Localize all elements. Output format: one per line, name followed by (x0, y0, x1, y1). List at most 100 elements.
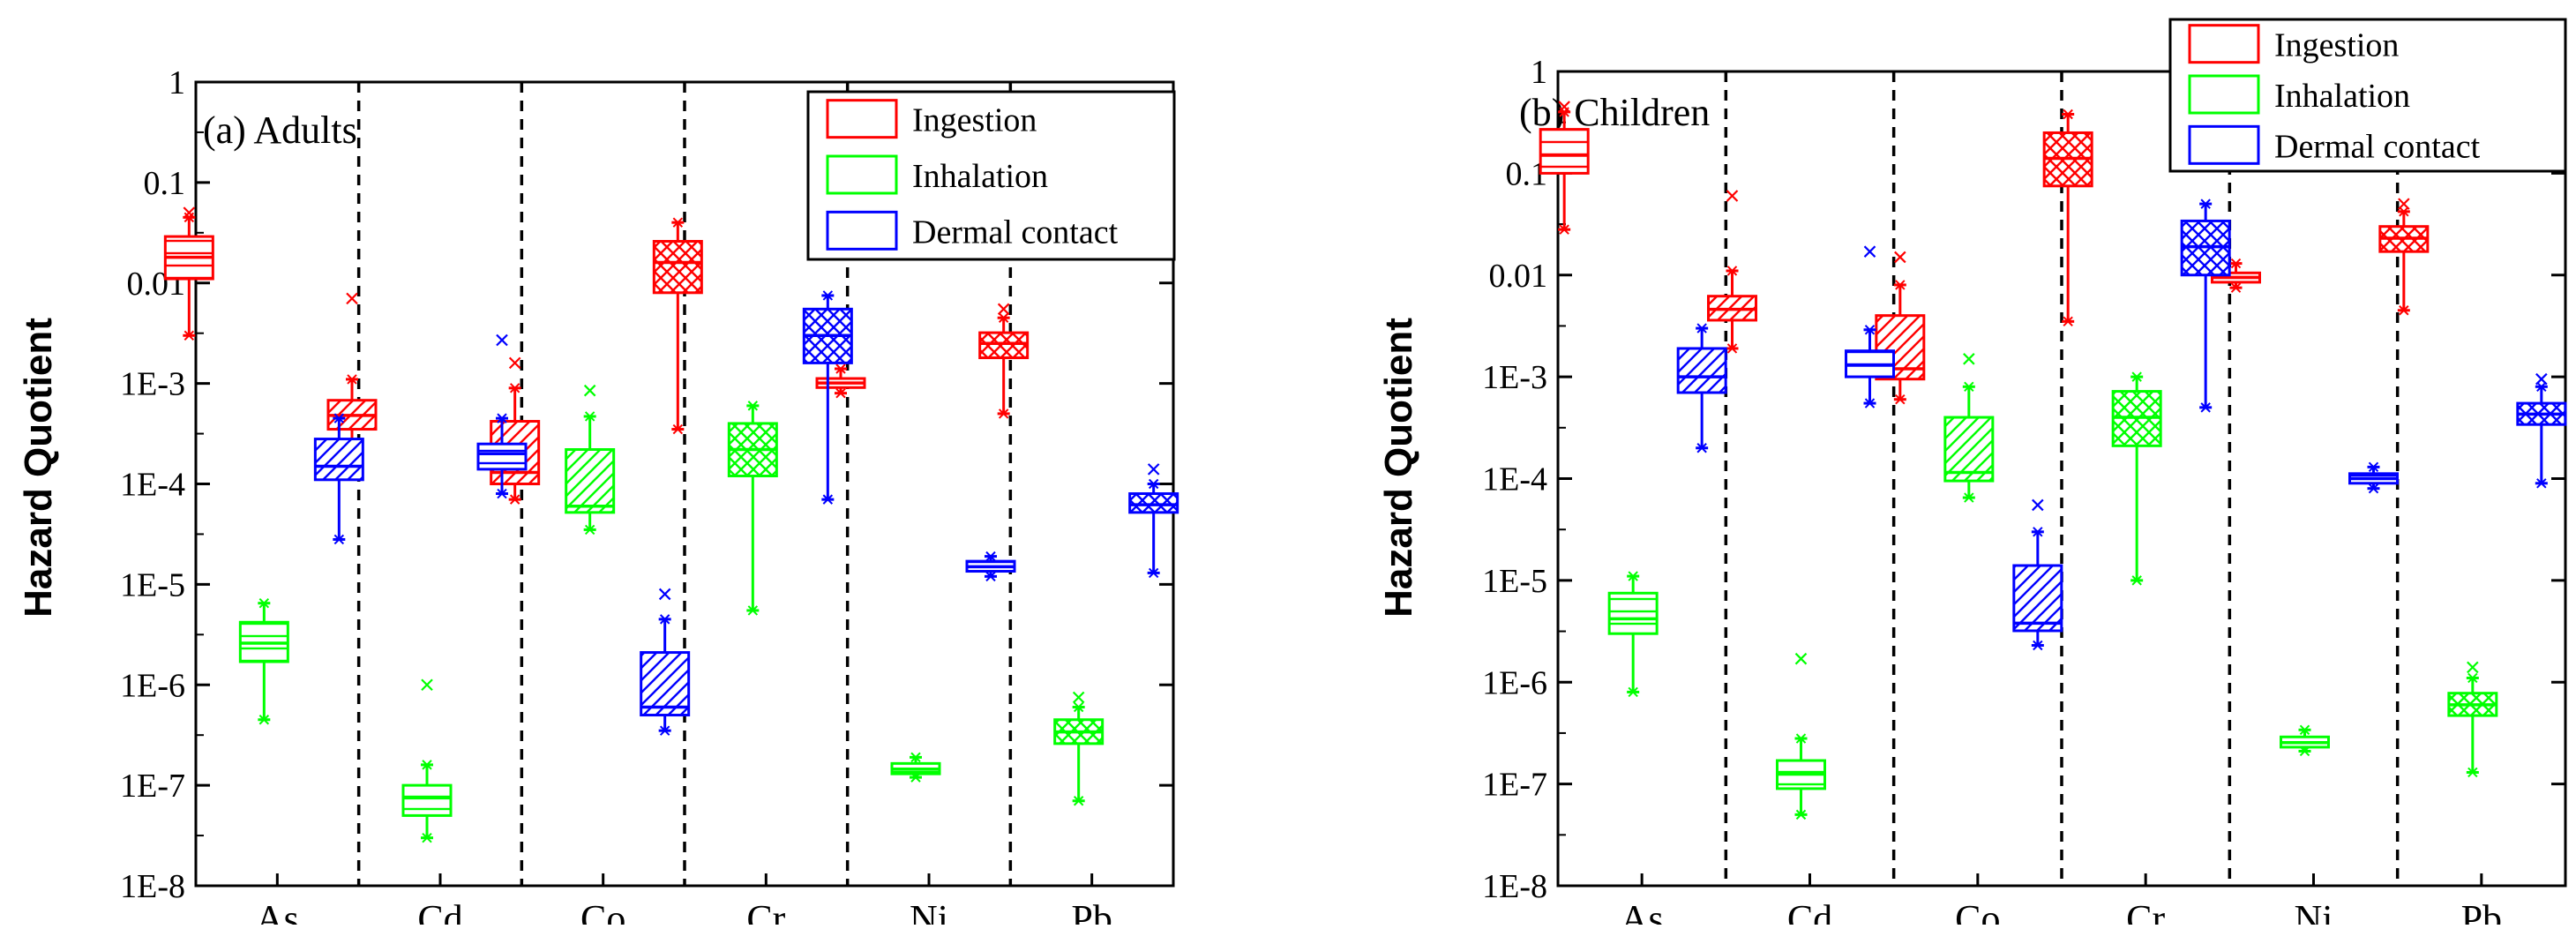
extreme-marker (422, 832, 432, 843)
extreme-marker (2033, 527, 2043, 537)
outlier-marker (1558, 101, 1570, 113)
outlier-marker (658, 588, 671, 601)
box-dermal-contact-co-children (2012, 498, 2063, 651)
box-inhalation-cd-children (1776, 652, 1826, 820)
extreme-marker (1726, 343, 1738, 354)
extreme-marker (659, 614, 670, 625)
outlier-marker (997, 303, 1010, 316)
x-tick-label-pb-children: Pb (2461, 897, 2502, 925)
extreme-marker (2399, 206, 2409, 217)
extreme-marker (2299, 724, 2310, 736)
extreme-marker (2536, 478, 2547, 489)
extreme-marker (2467, 767, 2478, 778)
extreme-marker (2200, 402, 2211, 413)
box-ingestion-pb-adults (978, 303, 1030, 419)
box-dermal-contact-as-adults (313, 413, 364, 545)
x-tick-label-ni-adults: Ni (910, 897, 948, 925)
box-dermal-contact-as-children (1676, 323, 1727, 453)
extreme-marker (2230, 258, 2242, 269)
y-tick-label-children: 1E-7 (1482, 767, 1547, 804)
legend-label-ingestion: Ingestion (2274, 27, 2399, 64)
y-tick-label-adults: 1E-8 (120, 868, 185, 905)
extreme-marker (1726, 266, 1738, 276)
extreme-marker (1148, 478, 1159, 490)
outlier-marker (421, 678, 433, 692)
extreme-marker (497, 488, 507, 499)
extreme-marker (2063, 316, 2073, 327)
extreme-marker (998, 408, 1009, 419)
y-tick-label-children: 1E-3 (1482, 359, 1547, 396)
extreme-marker (584, 524, 595, 536)
box-iqr (2012, 564, 2063, 633)
box-iqr (978, 331, 1030, 360)
panel-adults: Hazard Quotient (a) Adults 1E-8 1E-7 1E-6 1… (17, 64, 1179, 929)
box-inhalation-ni-children (2280, 724, 2330, 757)
box-iqr (640, 651, 691, 717)
extreme-marker (1559, 224, 1569, 235)
box-dermal-contact-co-adults (640, 588, 691, 736)
legend-label-dermal-contact: Dermal contact (2274, 128, 2481, 165)
legend-frame (806, 90, 1176, 261)
extreme-marker (747, 605, 759, 616)
extreme-marker (333, 534, 345, 545)
extreme-marker (1895, 280, 1906, 290)
extreme-marker (347, 374, 357, 385)
box-inhalation-pb-adults (1053, 691, 1105, 806)
extreme-marker (998, 312, 1009, 323)
extreme-marker (2131, 371, 2142, 382)
extreme-marker (1073, 701, 1084, 713)
extreme-marker (985, 551, 996, 562)
box-iqr (652, 239, 703, 295)
extreme-marker (2200, 199, 2211, 209)
outlier-marker (583, 384, 596, 397)
box-dermal-contact-pb-adults (1128, 463, 1179, 579)
outlier-marker (2032, 498, 2044, 512)
extreme-marker (258, 597, 270, 609)
x-tick-label-pb-adults: Pb (1071, 897, 1112, 925)
box-ingestion-pb-children (2378, 198, 2430, 316)
extreme-marker (910, 772, 921, 783)
box-inhalation-cr-children (2111, 371, 2162, 586)
panel-title-children: (b) Children (1519, 91, 1710, 134)
box-inhalation-ni-adults (890, 752, 941, 783)
extreme-marker (2467, 672, 2478, 684)
y-tick-label-adults: 1 (168, 64, 185, 101)
legend-label-inhalation: Inhalation (2274, 78, 2410, 115)
box-ingestion-co-children (1875, 251, 1926, 405)
box-ingestion-as-adults (163, 206, 214, 341)
extreme-marker (183, 212, 195, 223)
box-inhalation-co-adults (565, 384, 616, 536)
y-tick-label-children: 1E-6 (1482, 664, 1547, 701)
extreme-marker (509, 494, 520, 505)
extreme-marker (2399, 305, 2409, 316)
extreme-marker (1628, 686, 1638, 698)
outlier-marker (183, 206, 196, 219)
extreme-marker (333, 413, 345, 423)
extreme-marker (1559, 107, 1569, 117)
extreme-marker (659, 725, 670, 736)
outlier-marker (1863, 245, 1876, 258)
outlier-marker (1794, 652, 1808, 665)
legend-children: Ingestion Inhalation Dermal contact (2168, 18, 2567, 173)
x-tick-label-co-adults: Co (580, 897, 625, 925)
extreme-marker (1895, 394, 1906, 405)
extreme-marker (258, 715, 270, 725)
box-dermal-contact-cr-children (2180, 199, 2231, 413)
y-axis-label-children: Hazard Quotient (1377, 318, 1420, 618)
outlier-marker (1726, 190, 1739, 202)
legend-adults: Ingestion Inhalation Dermal contact (806, 90, 1176, 261)
y-tick-label-adults: 1E-5 (120, 566, 185, 603)
extreme-marker (985, 571, 996, 582)
extreme-marker (2536, 381, 2547, 393)
box-iqr (401, 783, 453, 817)
y-tick-label-children: 1E-5 (1482, 563, 1547, 600)
box-ingestion-cr-children (2042, 109, 2093, 327)
y-axis-label-adults: Hazard Quotient (17, 318, 60, 618)
extreme-marker (822, 290, 834, 301)
legend-swatch-ingestion (2188, 24, 2260, 64)
y-tick-label-children: 1E-4 (1482, 461, 1547, 498)
extreme-marker (2033, 640, 2043, 651)
x-tick-label-cd-adults: Cd (417, 897, 462, 925)
outlier-marker (346, 292, 358, 305)
legend-swatch-dermal-contact (826, 210, 898, 251)
